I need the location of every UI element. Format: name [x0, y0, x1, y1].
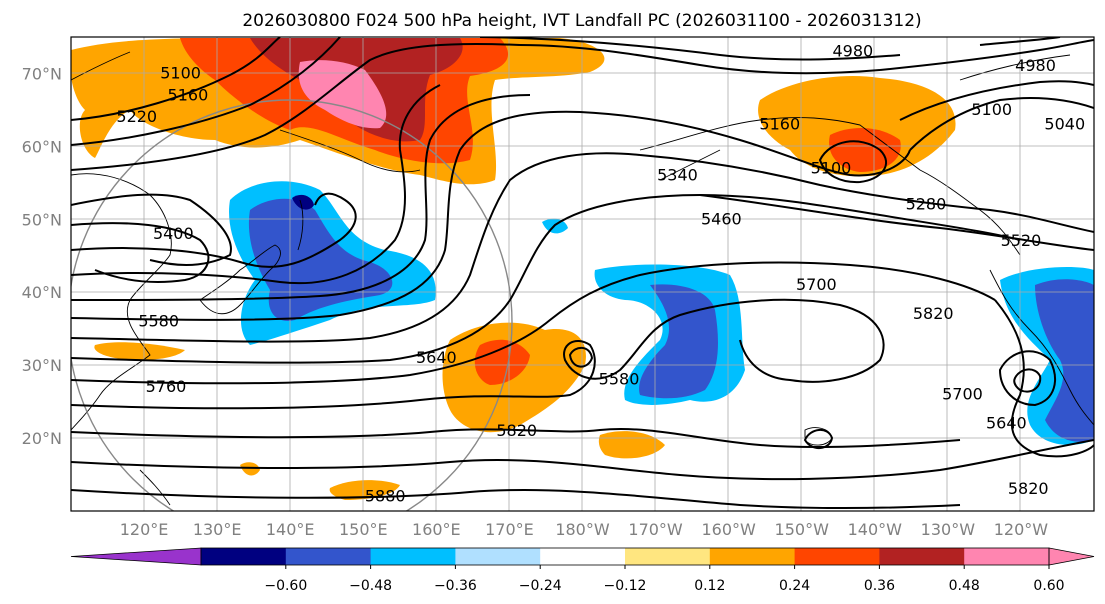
colorbar-extend-low — [70, 547, 202, 566]
x-tick-label: 130°E — [193, 520, 242, 539]
colorbar-segment — [709, 548, 796, 565]
colorbar-tick-label: 0.12 — [694, 578, 725, 594]
contour-label: 5100 — [160, 63, 201, 82]
x-tick-label: 120°E — [120, 520, 169, 539]
colorbar-tick-label: −0.24 — [519, 578, 562, 594]
colorbar-tick-label: −0.60 — [264, 578, 307, 594]
contour-label: 5820 — [1008, 479, 1049, 498]
y-tick-labels: 20°N 30°N 40°N 50°N 60°N 70°N — [22, 64, 62, 448]
colorbar-segment — [455, 548, 541, 565]
contour-label: 4980 — [1015, 56, 1056, 75]
colorbar-tick-label: 0.60 — [1033, 578, 1064, 594]
colorbar-tick-label: −0.12 — [604, 578, 647, 594]
colorbar — [70, 547, 1095, 566]
contour-label: 5340 — [657, 166, 698, 185]
shade-red-alaska — [829, 128, 901, 172]
shade-orange-small3 — [94, 342, 185, 360]
colorbar-segment — [964, 548, 1050, 565]
shade-orange-small2 — [329, 480, 400, 500]
x-tick-label: 170°E — [485, 520, 534, 539]
contour-label: 5400 — [153, 224, 194, 243]
shade-blue-east — [1035, 279, 1094, 442]
contour-label: 5700 — [796, 275, 837, 294]
x-tick-label: 140°E — [266, 520, 315, 539]
colorbar-segment — [794, 548, 880, 565]
colorbar-extend-high — [1048, 547, 1095, 566]
colorbar-segment — [370, 548, 456, 565]
contour-label: 5460 — [701, 209, 742, 228]
height-contours — [71, 37, 1094, 510]
contour-label: 5160 — [168, 85, 209, 104]
y-tick-label: 30°N — [22, 356, 62, 375]
colorbar-tick-label: 0.36 — [864, 578, 895, 594]
shade-blue-central — [639, 284, 718, 399]
contour-label: 5640 — [986, 413, 1027, 432]
y-tick-label: 50°N — [22, 210, 62, 229]
x-tick-labels: 120°E 130°E 140°E 150°E 160°E 170°E 180°W 170°W… — [120, 520, 1049, 539]
shade-pink-north — [298, 60, 387, 129]
contour-label: 5220 — [116, 107, 157, 126]
colorbar-segment — [625, 548, 711, 565]
y-tick-label: 40°N — [22, 283, 62, 302]
gridlines — [71, 37, 1094, 511]
contour-label: 5100 — [811, 158, 852, 177]
x-tick-label: 150°W — [775, 520, 830, 539]
colorbar-segment — [879, 548, 965, 565]
contour-label: 5700 — [942, 384, 983, 403]
contour-label: 5820 — [496, 421, 537, 440]
contour-label: 5640 — [416, 348, 457, 367]
y-tick-label: 70°N — [22, 64, 62, 83]
colorbar-segment — [285, 548, 372, 565]
contour-label: 5280 — [906, 195, 947, 214]
colorbar-tick-label: −0.48 — [349, 578, 392, 594]
colorbar-tick-label: 0.24 — [779, 578, 810, 594]
contour-label: 5160 — [759, 115, 800, 134]
contour-label: 5580 — [599, 370, 640, 389]
shade-orange-small4 — [240, 462, 260, 476]
y-tick-label: 60°N — [22, 137, 62, 156]
contour-label: 5580 — [138, 311, 179, 330]
contour-label: 5880 — [365, 486, 406, 505]
contour-label: 5820 — [913, 304, 954, 323]
x-tick-label: 120°W — [994, 520, 1049, 539]
colorbar-segment — [540, 548, 626, 565]
x-tick-label: 180°W — [555, 520, 610, 539]
x-tick-label: 160°W — [701, 520, 756, 539]
colorbar-segment — [201, 548, 287, 565]
colorbar-tick-label: −0.36 — [434, 578, 477, 594]
shade-red-subtropic — [474, 339, 530, 385]
colorbar-tick-label: 0.48 — [949, 578, 980, 594]
contour-label: 5760 — [146, 377, 187, 396]
contour-label: 5040 — [1044, 115, 1085, 134]
x-tick-label: 160°E — [412, 520, 461, 539]
shade-navy-west — [292, 194, 314, 210]
contour-label: 5520 — [1001, 231, 1042, 250]
contour-label: 4980 — [833, 42, 874, 61]
x-tick-label: 130°W — [921, 520, 976, 539]
contour-labels: 5100 5160 5220 4980 4980 5040 5100 5100 5160 5340… — [116, 42, 1085, 506]
contour-label: 5100 — [971, 100, 1012, 119]
x-tick-label: 170°W — [628, 520, 683, 539]
y-tick-label: 20°N — [22, 429, 62, 448]
colorbar-tick-labels: −0.60 −0.48 −0.36 −0.24 −0.12 0.12 0.24 0.36 0.4… — [264, 565, 1065, 594]
shade-orange-alaska — [758, 76, 956, 177]
chart-title: 2026030800 F024 500 hPa height, IVT Land… — [242, 11, 921, 31]
x-tick-label: 150°E — [339, 520, 388, 539]
range-circle — [71, 99, 513, 511]
map-border — [70, 36, 1095, 512]
x-tick-label: 140°W — [848, 520, 903, 539]
